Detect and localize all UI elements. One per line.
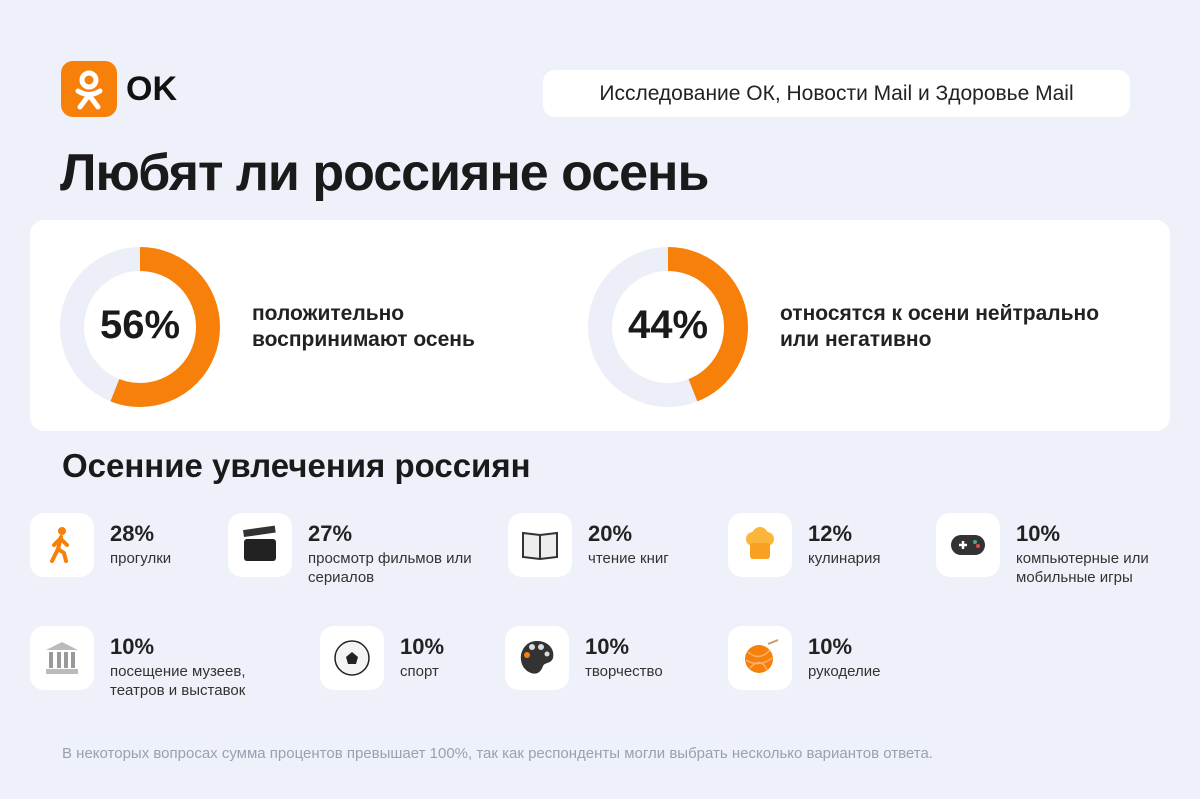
donut-positive-label: положительно воспринимают осень bbox=[252, 302, 475, 351]
hobby-value: 10% bbox=[1016, 521, 1061, 546]
hobby-label: творчество bbox=[585, 663, 663, 680]
hobby-value: 20% bbox=[588, 521, 633, 546]
hobby-item: 28% прогулки bbox=[30, 513, 280, 577]
hobby-text: 28% прогулки bbox=[110, 513, 280, 577]
open-book-icon bbox=[508, 513, 572, 577]
hobby-value: 28% bbox=[110, 521, 155, 546]
hobby-value: 10% bbox=[400, 634, 445, 659]
hobby-text: 10% творчество bbox=[585, 626, 755, 690]
hobby-label: просмотр фильмов или сериалов bbox=[308, 550, 472, 586]
hobby-value: 10% bbox=[585, 634, 630, 659]
hobby-label: посещение музеев, театров и выставок bbox=[110, 663, 246, 699]
donut-arc bbox=[588, 247, 748, 407]
hobby-label: прогулки bbox=[110, 550, 172, 567]
hobby-item: 20% чтение книг bbox=[508, 513, 758, 577]
ok-logo-icon bbox=[75, 70, 103, 110]
donut-arc bbox=[60, 247, 220, 407]
hobby-value: 10% bbox=[110, 634, 155, 659]
hobby-value: 27% bbox=[308, 521, 353, 546]
brand-name: OK bbox=[126, 70, 177, 108]
hobby-text: 10% компьютерные или мобильные игры bbox=[1016, 513, 1176, 587]
hobby-item: 10% творчество bbox=[505, 626, 755, 690]
chef-hat-icon bbox=[728, 513, 792, 577]
palette-icon bbox=[505, 626, 569, 690]
hobby-text: 20% чтение книг bbox=[588, 513, 758, 577]
donut-neutral-negative bbox=[588, 247, 748, 407]
hobby-text: 27% просмотр фильмов или сериалов bbox=[308, 513, 473, 587]
gamepad-icon bbox=[936, 513, 1000, 577]
hobby-value: 10% bbox=[808, 634, 853, 659]
hobby-text: 10% спорт bbox=[400, 626, 570, 690]
hobby-label: кулинария bbox=[808, 550, 881, 567]
hobby-item: 10% рукоделие bbox=[728, 626, 978, 690]
museum-icon bbox=[30, 626, 94, 690]
hobby-item: 10% компьютерные или мобильные игры bbox=[936, 513, 1176, 587]
donut-neutral-negative-value: 44% bbox=[627, 303, 709, 347]
ok-logo bbox=[61, 61, 117, 117]
hobby-item: 12% кулинария bbox=[728, 513, 978, 577]
yarn-ball-icon bbox=[728, 626, 792, 690]
donut-positive-value: 56% bbox=[99, 303, 181, 347]
hobby-label: рукоделие bbox=[808, 663, 881, 680]
hobby-label: компьютерные или мобильные игры bbox=[1016, 550, 1149, 586]
footnote: В некоторых вопросах сумма процентов пре… bbox=[62, 745, 933, 762]
source-badge: Исследование ОК, Новости Mail и Здоровье… bbox=[543, 70, 1130, 117]
hobby-text: 10% посещение музеев, театров и выставок bbox=[110, 626, 280, 700]
hobby-text: 12% кулинария bbox=[808, 513, 978, 577]
hobby-value: 12% bbox=[808, 521, 853, 546]
hobby-item: 10% спорт bbox=[320, 626, 570, 690]
hobby-text: 10% рукоделие bbox=[808, 626, 978, 690]
walking-person-icon bbox=[30, 513, 94, 577]
donut-neutral-negative-label: относятся к осени нейтрально или негатив… bbox=[780, 302, 1100, 351]
soccer-ball-icon bbox=[320, 626, 384, 690]
hobby-label: спорт bbox=[400, 663, 439, 680]
hobby-label: чтение книг bbox=[588, 550, 669, 567]
clapperboard-icon bbox=[228, 513, 292, 577]
hobby-item: 10% посещение музеев, театров и выставок bbox=[30, 626, 280, 700]
donut-positive bbox=[60, 247, 220, 407]
hobby-item: 27% просмотр фильмов или сериалов bbox=[228, 513, 473, 587]
page-title: Любят ли россияне осень bbox=[60, 144, 709, 202]
hobbies-title: Осенние увлечения россиян bbox=[62, 447, 531, 484]
